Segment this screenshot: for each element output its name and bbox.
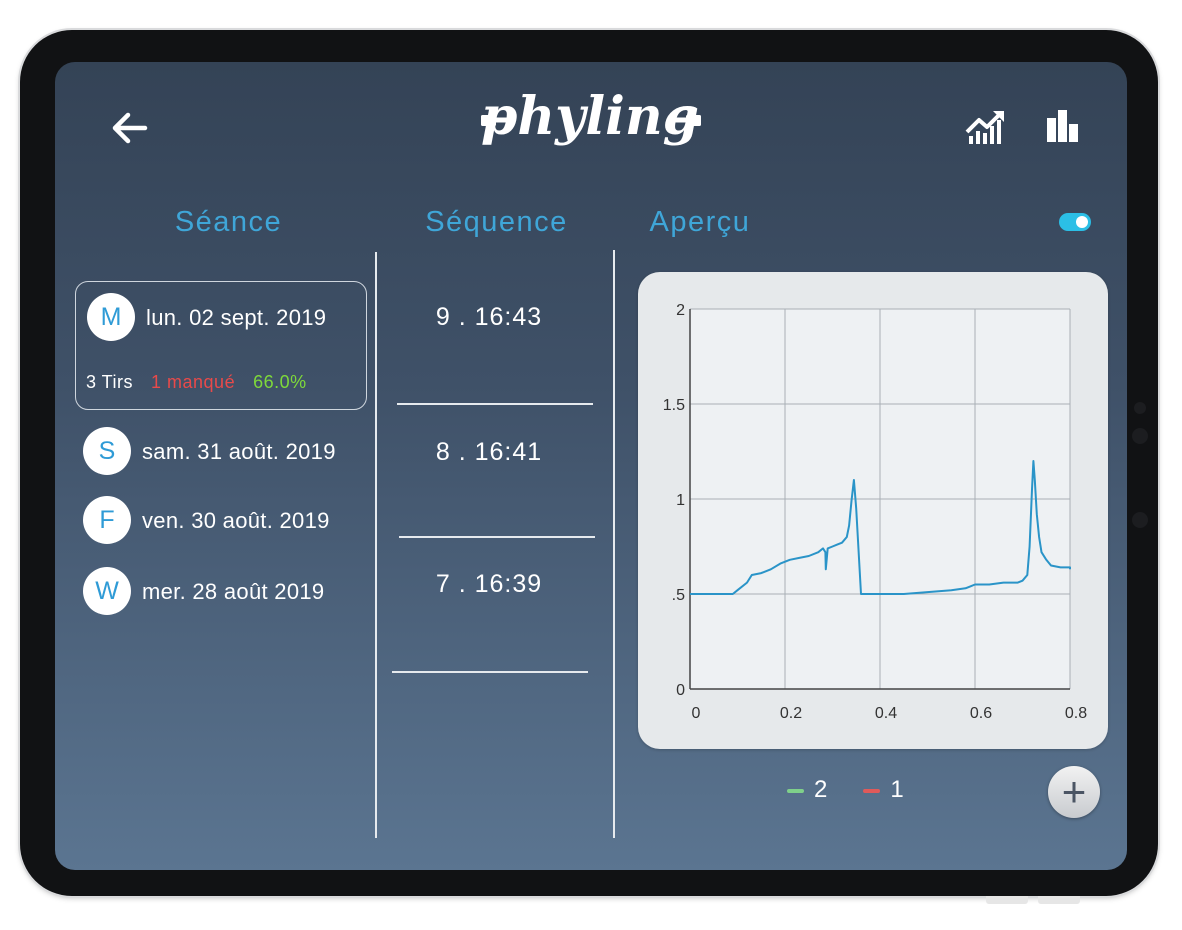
y-tick-label: 0 bbox=[676, 682, 685, 699]
sequence-divider bbox=[399, 536, 595, 538]
x-tick-label: 0 bbox=[692, 705, 701, 722]
column-divider bbox=[375, 252, 377, 838]
session-item[interactable]: S sam. 31 août. 2019 bbox=[83, 427, 363, 477]
side-sensor bbox=[1132, 512, 1148, 528]
brand-logo: phyling bbox=[479, 86, 703, 166]
brand-wordmark: phyling bbox=[481, 86, 699, 147]
bar-chart-icon bbox=[1047, 110, 1078, 142]
camera-dot bbox=[1134, 402, 1146, 414]
sequence-item[interactable]: 8 . 16:41 bbox=[435, 438, 543, 466]
trend-chart-button[interactable] bbox=[963, 106, 1009, 146]
x-tick-label: 0.4 bbox=[875, 705, 897, 722]
y-tick-label: 1 bbox=[676, 492, 685, 509]
day-badge: F bbox=[83, 496, 131, 544]
column-title-apercu: Aperçu bbox=[649, 206, 751, 238]
bar-chart-button[interactable] bbox=[1043, 108, 1083, 144]
preview-chart: 0 0.2 0.4 0.6 0.8 0 .5 1 1.5 2 bbox=[663, 302, 1087, 722]
legend-item[interactable]: 1 bbox=[863, 776, 904, 804]
sequence-divider bbox=[397, 403, 593, 405]
x-tick-label: 0.2 bbox=[780, 705, 802, 722]
session-item[interactable]: W mer. 28 août 2019 bbox=[83, 567, 363, 617]
legend-item[interactable]: 2 bbox=[787, 776, 827, 804]
legend-label: 1 bbox=[890, 776, 904, 803]
column-title-seance: Séance bbox=[174, 206, 283, 238]
plus-icon: + bbox=[1061, 768, 1087, 815]
session-item-header: M lun. 02 sept. 2019 bbox=[87, 293, 357, 343]
session-date: ven. 30 août. 2019 bbox=[142, 508, 330, 533]
stand-foot bbox=[1038, 896, 1080, 904]
y-tick-label: 1.5 bbox=[663, 397, 685, 414]
session-stats: 3 Tirs 1 manqué 66.0% bbox=[86, 372, 307, 393]
arrow-left-icon bbox=[112, 112, 148, 144]
preview-chart-card: 0 0.2 0.4 0.6 0.8 0 .5 1 1.5 2 bbox=[638, 272, 1108, 749]
y-tick-label: .5 bbox=[672, 587, 685, 604]
app-screen: phyling Séance Séquence Aperçu M lun. 02 bbox=[55, 62, 1127, 870]
day-badge: W bbox=[83, 567, 131, 615]
toggle-knob bbox=[1076, 216, 1088, 228]
back-button[interactable] bbox=[105, 108, 155, 148]
add-button[interactable]: + bbox=[1048, 766, 1100, 818]
legend-swatch bbox=[787, 788, 804, 793]
sequence-item[interactable]: 9 . 16:43 bbox=[435, 303, 543, 331]
x-tick-label: 0.8 bbox=[1065, 705, 1087, 722]
missed-count: 1 manqué bbox=[151, 372, 236, 392]
side-sensor bbox=[1132, 428, 1148, 444]
stand-foot bbox=[986, 896, 1028, 904]
apercu-toggle[interactable] bbox=[1059, 213, 1091, 231]
session-date: sam. 31 août. 2019 bbox=[142, 439, 336, 464]
series-line-2 bbox=[690, 460, 1071, 595]
session-item-selected[interactable]: M lun. 02 sept. 2019 3 Tirs 1 manqué 66.0% bbox=[75, 281, 367, 410]
legend-swatch bbox=[863, 788, 881, 793]
day-badge: M bbox=[87, 293, 135, 341]
column-title-sequence: Séquence bbox=[425, 206, 568, 238]
legend-label: 2 bbox=[814, 776, 828, 803]
session-date: mer. 28 août 2019 bbox=[142, 579, 325, 604]
trending-chart-icon bbox=[965, 111, 1004, 144]
day-badge: S bbox=[83, 427, 131, 475]
session-date: lun. 02 sept. 2019 bbox=[146, 305, 327, 330]
column-divider bbox=[613, 250, 615, 838]
sequence-divider bbox=[392, 671, 588, 673]
x-tick-label: 0.6 bbox=[970, 705, 992, 722]
session-item[interactable]: F ven. 30 août. 2019 bbox=[83, 496, 363, 546]
y-tick-label: 2 bbox=[676, 302, 685, 319]
shots-count: 3 Tirs bbox=[86, 372, 134, 392]
success-percent: 66.0% bbox=[253, 372, 307, 392]
sequence-item[interactable]: 7 . 16:39 bbox=[435, 570, 543, 598]
